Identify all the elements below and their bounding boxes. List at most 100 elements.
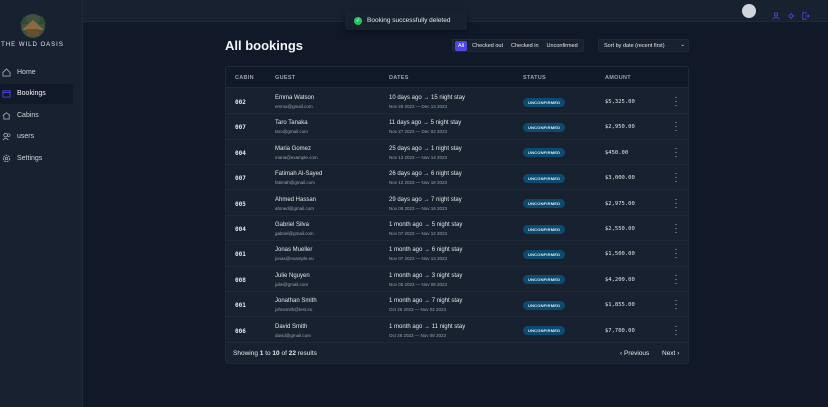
- main-nav: Home Bookings Cabins users Settings: [0, 62, 83, 170]
- table-row[interactable]: 007 Fatimah Al-Sayed fatimah@gmail.com 26 d…: [226, 165, 688, 191]
- table-row[interactable]: 004 Gabriel Silva gabriel@gmail.com 1 month…: [226, 216, 688, 242]
- cabin-number: 004: [235, 149, 246, 157]
- nav-label-bookings: Bookings: [17, 90, 46, 98]
- table-header: CABIN GUEST DATES STATUS AMOUNT: [226, 67, 688, 88]
- nav-label-home: Home: [17, 68, 36, 76]
- chevron-right-icon: ›: [677, 350, 680, 357]
- status-filter: All Checked out Checked in Unconfirmed: [452, 39, 584, 52]
- cabin-number: 006: [235, 327, 246, 335]
- more-vertical-icon[interactable]: · · ·: [674, 169, 678, 187]
- column-header-guest: GUEST: [275, 75, 296, 81]
- stay-summary: 29 days ago → 7 night stay: [389, 196, 462, 203]
- filter-all[interactable]: All: [455, 40, 468, 51]
- status-badge: UNCONFIRMED: [523, 275, 566, 285]
- filter-checked-out[interactable]: Checked out: [472, 42, 504, 49]
- booking-amount: $2,975.00: [605, 200, 635, 207]
- guest-email: taro@gmail.com: [275, 129, 308, 135]
- table-row[interactable]: 008 Julie Nguyen julie@gmail.com 1 month ag…: [226, 267, 688, 292]
- more-vertical-icon[interactable]: · · ·: [674, 270, 678, 288]
- summary-from: 1: [259, 350, 264, 357]
- more-vertical-icon[interactable]: · · ·: [674, 93, 678, 110]
- avatar[interactable]: [742, 4, 756, 18]
- table-row[interactable]: 002 Emma Watson emma@gmail.com 10 days ago …: [226, 89, 688, 115]
- more-vertical-icon[interactable]: · · ·: [674, 296, 678, 314]
- stay-date-range: Nov 12 2023 — Nov 18 2023: [389, 180, 448, 186]
- page-title: All bookings: [225, 38, 303, 53]
- logout-icon[interactable]: [802, 7, 810, 20]
- summary-prefix: Showing: [233, 350, 258, 357]
- guest-email: emma@gmail.com: [275, 104, 313, 109]
- table-row[interactable]: 007 Taro Tanaka taro@gmail.com 11 days ago …: [226, 114, 688, 140]
- booking-amount: $7,700.00: [605, 327, 635, 334]
- guest-email: david@gmail.com: [275, 332, 311, 338]
- nav-item-settings[interactable]: Settings: [0, 148, 73, 168]
- results-summary: Showing 1 to 10 of 22 results: [233, 350, 317, 357]
- guest-name: David Smith: [275, 323, 308, 330]
- stay-summary: 1 month ago → 5 night stay: [389, 222, 463, 228]
- booking-amount: $4,200.00: [605, 276, 635, 283]
- sidebar: THE WILD OASIS Home Bookings Cabins user…: [0, 0, 83, 407]
- users-icon: [2, 132, 11, 141]
- status-badge: UNCONFIRMED: [523, 97, 566, 107]
- guest-email: maria@example.com: [275, 154, 318, 160]
- table-row[interactable]: 006 David Smith david@gmail.com 1 month ago…: [226, 318, 688, 343]
- booking-amount: $1,855.00: [605, 302, 635, 309]
- cabin-number: 001: [235, 251, 246, 259]
- guest-name: Jonas Mueller: [275, 247, 313, 254]
- brand-name: THE WILD OASIS: [1, 42, 64, 48]
- stay-summary: 1 month ago → 7 night stay: [389, 298, 463, 305]
- cabin-number: 005: [235, 200, 246, 208]
- table-row[interactable]: 005 Ahmed Hassan ahmed@gmail.com 29 days ag…: [226, 191, 688, 216]
- booking-amount: $1,500.00: [605, 251, 635, 258]
- filter-unconfirmed[interactable]: Unconfirmed: [546, 42, 578, 49]
- stay-date-range: Nov 27 2023 — Dec 02 2023: [389, 129, 448, 135]
- status-badge: UNCONFIRMED: [523, 300, 566, 310]
- more-vertical-icon[interactable]: · · ·: [674, 220, 678, 237]
- gear-icon: [2, 154, 11, 163]
- previous-page-button[interactable]: ‹ Previous: [620, 350, 649, 357]
- stay-summary: 11 days ago → 5 night stay: [389, 120, 462, 127]
- stay-summary: 1 month ago → 6 night stay: [389, 247, 463, 254]
- nav-item-cabins[interactable]: Cabins: [0, 105, 73, 125]
- nav-item-bookings[interactable]: Bookings: [0, 83, 73, 104]
- bookings-table: CABIN GUEST DATES STATUS AMOUNT 002 Emma …: [225, 66, 689, 364]
- nav-label-settings: Settings: [17, 154, 43, 162]
- sort-select[interactable]: Sort by date (recent first) ⌄: [598, 39, 689, 52]
- user-icon[interactable]: [772, 7, 780, 20]
- stay-date-range: Nov 09 2023 — Nov 16 2023: [389, 205, 448, 211]
- column-header-dates: DATES: [389, 75, 409, 81]
- stay-summary: 25 days ago → 1 night stay: [389, 145, 462, 152]
- guest-name: Fatimah Al-Sayed: [275, 171, 323, 178]
- stay-date-range: Nov 07 2023 — Nov 12 2023: [389, 231, 448, 236]
- table-row[interactable]: 001 Jonathan Smith johnsmith@test.eu 1 mont…: [226, 292, 688, 318]
- cabin-number: 007: [235, 124, 246, 132]
- chevron-down-icon: ⌄: [680, 42, 685, 48]
- guest-name: Jonathan Smith: [275, 298, 317, 305]
- table-row[interactable]: 001 Jonas Mueller jonas@example.eu 1 month …: [226, 241, 688, 267]
- nav-item-home[interactable]: Home: [0, 62, 73, 82]
- cabin-number: 004: [235, 226, 246, 233]
- table-row[interactable]: 004 Maria Gomez maria@example.com 25 days a…: [226, 140, 688, 165]
- stay-date-range: Nov 28 2023 — Dec 13 2023: [389, 104, 448, 109]
- stay-summary: 1 month ago → 11 night stay: [389, 323, 466, 330]
- summary-total: 22: [288, 350, 296, 357]
- more-vertical-icon[interactable]: · · ·: [674, 321, 678, 339]
- guest-email: ahmed@gmail.com: [275, 205, 314, 211]
- more-vertical-icon[interactable]: · · ·: [674, 118, 678, 136]
- booking-amount: $2,950.00: [605, 124, 635, 131]
- nav-label-cabins: Cabins: [17, 111, 39, 119]
- status-badge: UNCONFIRMED: [523, 148, 566, 158]
- more-vertical-icon[interactable]: · · ·: [674, 194, 678, 212]
- filter-checked-in[interactable]: Checked in: [511, 42, 539, 49]
- check-circle-icon: ✓: [354, 16, 362, 25]
- next-page-button[interactable]: Next ›: [662, 350, 679, 357]
- nav-item-users[interactable]: users: [0, 127, 73, 147]
- more-vertical-icon[interactable]: · · ·: [674, 245, 678, 263]
- guest-name: Emma Watson: [275, 95, 315, 101]
- nav-label-users: users: [17, 133, 35, 141]
- sun-icon[interactable]: [787, 7, 795, 20]
- guest-name: Julie Nguyen: [275, 272, 310, 279]
- guest-name: Maria Gomez: [275, 145, 312, 152]
- booking-amount: $2,550.00: [605, 226, 635, 232]
- more-vertical-icon[interactable]: · · ·: [674, 143, 678, 161]
